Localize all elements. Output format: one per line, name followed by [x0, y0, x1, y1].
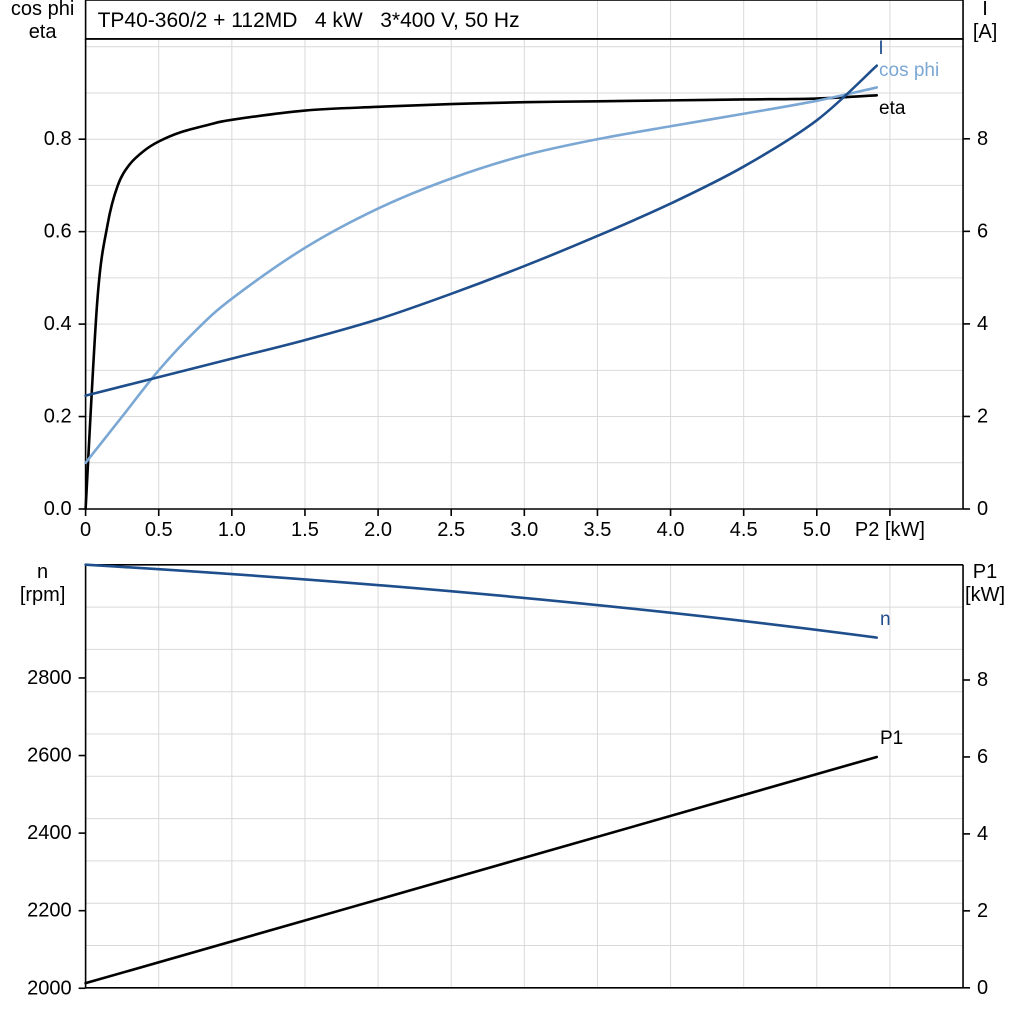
svg-text:eta: eta — [879, 98, 906, 119]
svg-text:0.6: 0.6 — [44, 221, 72, 243]
svg-text:eta: eta — [29, 21, 58, 43]
svg-text:0.2: 0.2 — [44, 406, 72, 428]
svg-text:TP40-360/2 + 112MD 4 kW 3*: TP40-360/2 + 112MD 4 kW 3*400 V, 50 Hz — [98, 9, 520, 32]
svg-text:4.5: 4.5 — [730, 519, 758, 541]
svg-text:6: 6 — [977, 220, 988, 242]
svg-text:3.5: 3.5 — [584, 519, 612, 541]
svg-text:2800: 2800 — [27, 667, 72, 689]
svg-text:3.0: 3.0 — [510, 519, 538, 541]
svg-text:8: 8 — [977, 669, 988, 691]
svg-text:0.8: 0.8 — [44, 128, 72, 150]
svg-text:P2 [kW]: P2 [kW] — [855, 519, 925, 541]
svg-text:P1: P1 — [973, 561, 997, 583]
svg-text:2000: 2000 — [27, 977, 72, 999]
svg-text:cos phi: cos phi — [879, 60, 939, 81]
svg-text:0.4: 0.4 — [44, 313, 72, 335]
svg-text:[kW]: [kW] — [965, 584, 1005, 606]
svg-text:2.0: 2.0 — [364, 519, 392, 541]
svg-text:0: 0 — [977, 977, 988, 999]
svg-text:1.5: 1.5 — [291, 519, 319, 541]
svg-text:2: 2 — [977, 405, 988, 427]
svg-text:4.0: 4.0 — [657, 519, 685, 541]
svg-text:0.5: 0.5 — [145, 519, 173, 541]
svg-text:2.5: 2.5 — [437, 519, 465, 541]
svg-text:5.0: 5.0 — [803, 519, 831, 541]
svg-text:n: n — [37, 561, 48, 583]
svg-text:6: 6 — [977, 746, 988, 768]
svg-text:8: 8 — [977, 128, 988, 150]
svg-text:n: n — [880, 609, 891, 630]
svg-text:0: 0 — [80, 519, 91, 541]
svg-text:2: 2 — [977, 900, 988, 922]
svg-text:4: 4 — [977, 823, 988, 845]
svg-text:I: I — [878, 38, 883, 59]
svg-text:2400: 2400 — [27, 822, 72, 844]
svg-text:[A]: [A] — [973, 21, 997, 43]
svg-text:P1: P1 — [880, 728, 903, 749]
svg-text:0.0: 0.0 — [44, 498, 72, 520]
svg-text:cos phi: cos phi — [11, 0, 74, 20]
svg-text:[rpm]: [rpm] — [20, 584, 66, 606]
svg-text:I: I — [982, 0, 988, 20]
svg-text:2200: 2200 — [27, 900, 72, 922]
svg-text:1.0: 1.0 — [218, 519, 246, 541]
svg-text:4: 4 — [977, 313, 988, 335]
svg-text:2600: 2600 — [27, 745, 72, 767]
svg-text:0: 0 — [977, 498, 988, 520]
